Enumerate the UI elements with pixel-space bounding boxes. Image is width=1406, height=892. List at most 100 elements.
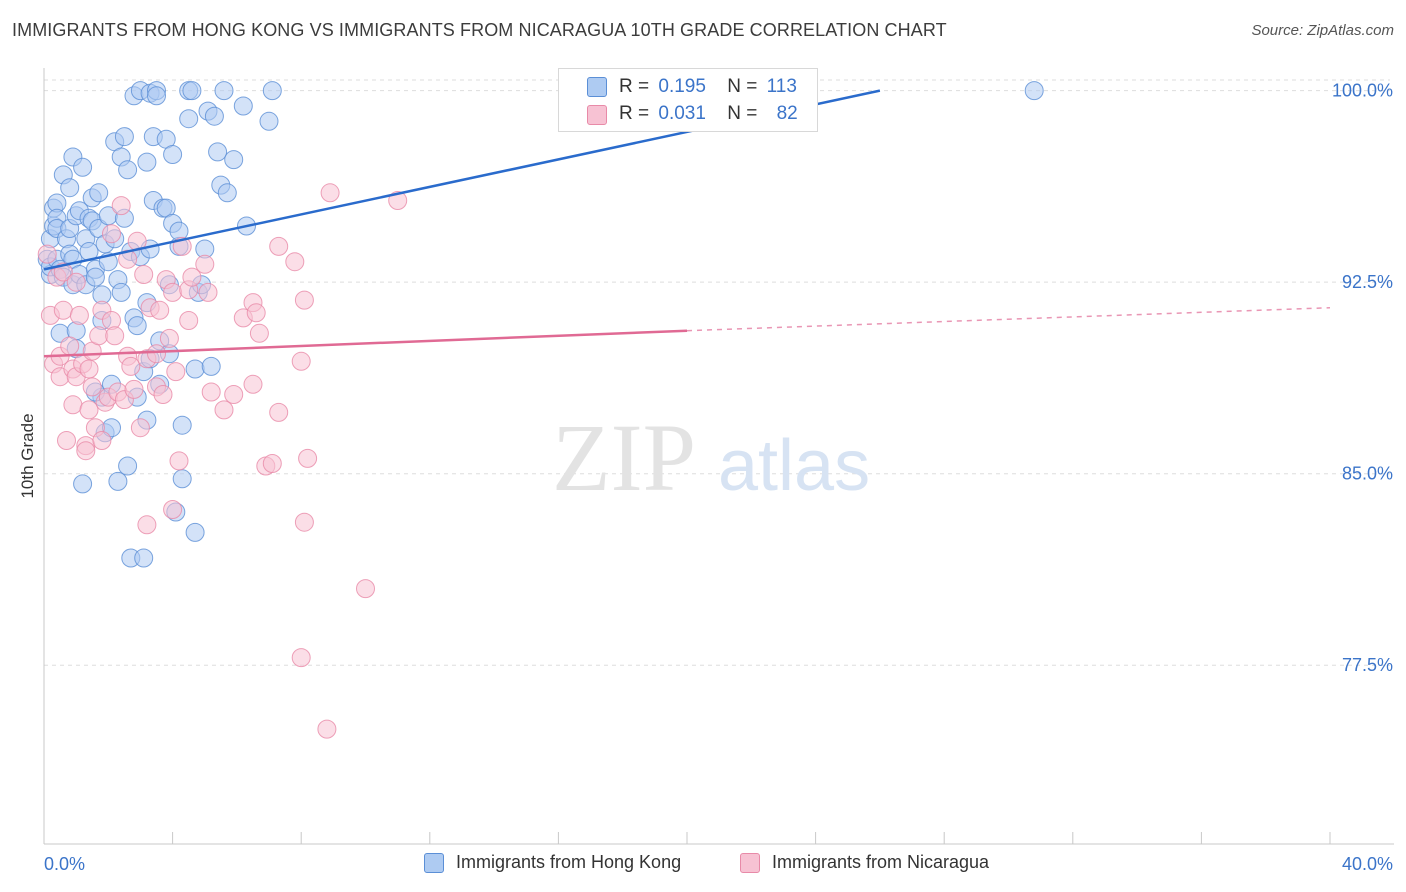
data-point bbox=[185, 522, 205, 542]
legend-swatch-hong-kong bbox=[587, 77, 607, 97]
data-point bbox=[137, 152, 157, 172]
legend-n-value: 82 bbox=[776, 103, 798, 124]
data-point bbox=[201, 382, 221, 402]
data-point bbox=[111, 196, 131, 216]
data-point bbox=[73, 157, 93, 177]
chart-title: IMMIGRANTS FROM HONG KONG VS IMMIGRANTS … bbox=[12, 20, 947, 40]
legend-r-label: R = bbox=[619, 103, 650, 124]
legend-r-value: 0.031 bbox=[658, 103, 706, 124]
series-nicaragua bbox=[37, 183, 408, 739]
data-point bbox=[246, 303, 266, 323]
data-point bbox=[121, 356, 141, 376]
legend-n-value: 113 bbox=[766, 76, 797, 97]
grid-layer bbox=[44, 79, 1390, 666]
data-point bbox=[82, 377, 102, 397]
data-point bbox=[224, 385, 244, 404]
bottom-legend-label: Immigrants from Hong Kong bbox=[456, 852, 682, 872]
data-point bbox=[102, 311, 121, 330]
data-point bbox=[179, 311, 199, 330]
data-point bbox=[317, 719, 337, 739]
data-point bbox=[102, 224, 121, 244]
data-point bbox=[147, 86, 166, 106]
data-point bbox=[134, 548, 154, 568]
data-point bbox=[79, 400, 99, 420]
data-point bbox=[320, 183, 340, 203]
data-point bbox=[214, 81, 234, 101]
data-point bbox=[269, 236, 289, 256]
data-point bbox=[269, 402, 289, 422]
data-point bbox=[169, 221, 189, 241]
data-point bbox=[150, 300, 170, 320]
data-point bbox=[243, 374, 263, 394]
data-point bbox=[85, 267, 105, 287]
data-point bbox=[63, 395, 83, 415]
bottom-legend-swatch-hong-kong bbox=[424, 853, 444, 873]
watermark-atlas: atlas bbox=[718, 426, 870, 506]
data-point bbox=[37, 244, 57, 264]
data-point bbox=[89, 183, 109, 203]
legend-row-nicaragua: R = 0.031 N = 82 bbox=[619, 103, 798, 125]
legend-row-hong-kong: R = 0.195 N = 113 bbox=[619, 76, 797, 98]
data-point bbox=[118, 249, 138, 269]
legend-n-label: N = bbox=[727, 76, 758, 97]
data-point bbox=[169, 451, 189, 471]
data-point bbox=[201, 356, 221, 376]
axis-layer: 77.5% 85.0% 92.5% 100.0% 0.0% 40.0% bbox=[43, 68, 1394, 874]
data-point bbox=[118, 160, 138, 180]
data-point bbox=[89, 326, 109, 346]
data-point bbox=[66, 272, 86, 292]
data-point bbox=[217, 183, 237, 203]
data-point bbox=[147, 344, 166, 364]
data-point bbox=[105, 326, 125, 346]
data-point bbox=[233, 96, 253, 116]
data-point bbox=[130, 418, 150, 438]
data-point bbox=[1024, 81, 1044, 101]
data-point bbox=[60, 178, 80, 198]
data-point bbox=[262, 454, 282, 473]
y-axis-label: 10th Grade bbox=[18, 413, 37, 498]
data-point bbox=[111, 282, 131, 302]
data-point bbox=[259, 111, 279, 131]
y-tick-label: 77.5% bbox=[1342, 655, 1393, 675]
data-point bbox=[172, 415, 192, 435]
data-point bbox=[69, 305, 89, 325]
y-tick-label: 92.5% bbox=[1342, 272, 1393, 292]
data-point bbox=[195, 254, 215, 274]
legend-swatch-nicaragua bbox=[587, 105, 607, 125]
data-point bbox=[163, 282, 183, 302]
data-point bbox=[76, 441, 96, 461]
data-point bbox=[182, 267, 202, 287]
x-tick-label: 40.0% bbox=[1342, 854, 1393, 874]
data-point bbox=[294, 512, 314, 532]
trend-line-extension bbox=[686, 306, 1331, 332]
x-tick-label: 0.0% bbox=[44, 854, 85, 874]
y-tick-label: 100.0% bbox=[1332, 81, 1393, 101]
data-point bbox=[182, 81, 202, 101]
data-point bbox=[291, 351, 311, 371]
data-point bbox=[249, 323, 269, 343]
trend-line bbox=[43, 329, 688, 358]
data-point bbox=[166, 362, 186, 382]
data-point bbox=[185, 359, 205, 379]
data-point bbox=[124, 379, 144, 399]
data-point bbox=[137, 515, 157, 535]
data-point bbox=[159, 328, 179, 348]
data-point bbox=[262, 81, 282, 101]
data-point bbox=[294, 290, 314, 310]
legend-r-value: 0.195 bbox=[658, 76, 706, 97]
data-point bbox=[224, 150, 244, 170]
data-point bbox=[172, 469, 192, 489]
data-point bbox=[108, 471, 128, 491]
data-point bbox=[79, 359, 99, 379]
data-point bbox=[179, 109, 199, 129]
data-point bbox=[298, 448, 318, 468]
correlation-legend: R = 0.195 N = 113 R = 0.031 N = 82 bbox=[558, 68, 818, 132]
bottom-legend-label: Immigrants from Nicaragua bbox=[772, 852, 990, 872]
data-point bbox=[60, 336, 80, 356]
data-point bbox=[53, 300, 73, 320]
data-point bbox=[163, 500, 183, 519]
data-point bbox=[118, 456, 138, 476]
legend-r-label: R = bbox=[619, 76, 650, 97]
data-point bbox=[291, 648, 311, 668]
